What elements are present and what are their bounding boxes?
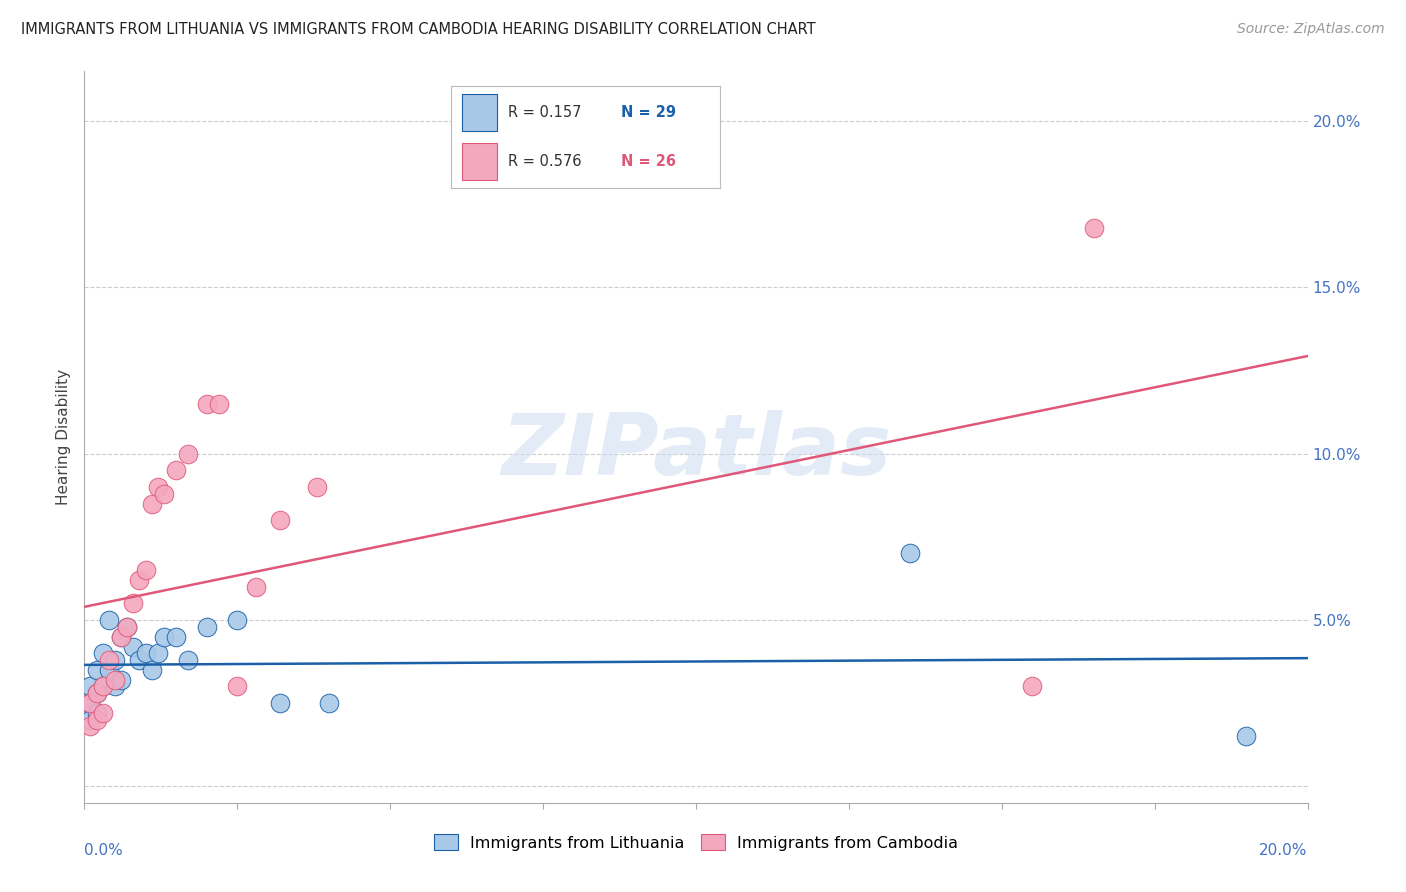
Point — [115, 619, 138, 633]
Point — [146, 480, 169, 494]
Point — [86, 686, 108, 700]
Point — [86, 663, 108, 677]
Point — [104, 673, 127, 687]
Point — [97, 653, 120, 667]
Point — [245, 580, 267, 594]
Point — [79, 680, 101, 694]
Point — [226, 613, 249, 627]
Point — [1021, 680, 1043, 694]
Point — [122, 640, 145, 654]
Point — [91, 646, 114, 660]
Legend: Immigrants from Lithuania, Immigrants from Cambodia: Immigrants from Lithuania, Immigrants fr… — [427, 828, 965, 857]
Point — [79, 696, 101, 710]
Point — [208, 397, 231, 411]
Point — [153, 486, 176, 500]
Point — [97, 663, 120, 677]
Point — [135, 646, 157, 660]
Point — [898, 546, 921, 560]
Point — [110, 630, 132, 644]
Point — [165, 463, 187, 477]
Point — [79, 713, 101, 727]
Text: ZIPatlas: ZIPatlas — [501, 410, 891, 493]
Point — [177, 447, 200, 461]
Point — [1236, 729, 1258, 743]
Point — [135, 563, 157, 577]
Point — [146, 646, 169, 660]
Point — [110, 630, 132, 644]
Text: IMMIGRANTS FROM LITHUANIA VS IMMIGRANTS FROM CAMBODIA HEARING DISABILITY CORRELA: IMMIGRANTS FROM LITHUANIA VS IMMIGRANTS … — [21, 22, 815, 37]
Point — [110, 673, 132, 687]
Point — [91, 680, 114, 694]
Point — [305, 480, 328, 494]
Point — [177, 653, 200, 667]
Point — [91, 680, 114, 694]
Point — [79, 719, 101, 733]
Point — [153, 630, 176, 644]
Point — [86, 686, 108, 700]
Point — [97, 613, 120, 627]
Point — [86, 706, 108, 720]
Point — [122, 596, 145, 610]
Point — [318, 696, 340, 710]
Point — [269, 696, 291, 710]
Point — [1083, 220, 1105, 235]
Point — [128, 573, 150, 587]
Y-axis label: Hearing Disability: Hearing Disability — [56, 369, 72, 505]
Point — [226, 680, 249, 694]
Point — [115, 619, 138, 633]
Point — [128, 653, 150, 667]
Point — [79, 696, 101, 710]
Point — [141, 497, 163, 511]
Point — [104, 680, 127, 694]
Point — [195, 619, 218, 633]
Text: 20.0%: 20.0% — [1260, 843, 1308, 858]
Point — [104, 653, 127, 667]
Point — [86, 713, 108, 727]
Point — [91, 706, 114, 720]
Point — [269, 513, 291, 527]
Point — [165, 630, 187, 644]
Text: 0.0%: 0.0% — [84, 843, 124, 858]
Text: Source: ZipAtlas.com: Source: ZipAtlas.com — [1237, 22, 1385, 37]
Point — [195, 397, 218, 411]
Point — [141, 663, 163, 677]
